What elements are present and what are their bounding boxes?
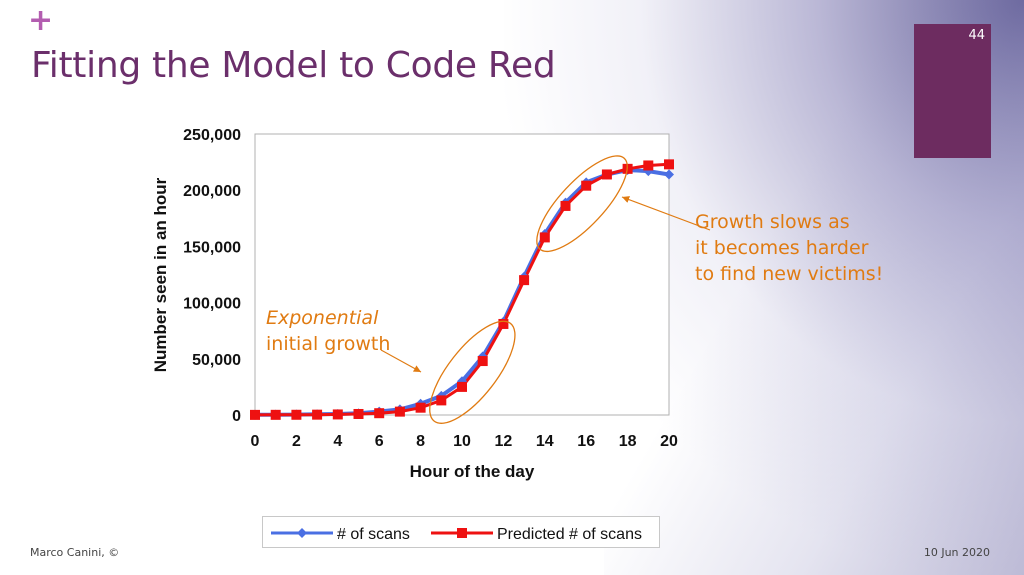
annotation-exponential: Exponential initial growth bbox=[266, 305, 390, 357]
annotation-line: Exponential bbox=[266, 307, 379, 329]
chart-legend: # of scans Predicted # of scans bbox=[262, 516, 660, 548]
annotation-arrow bbox=[380, 349, 422, 373]
x-tick-label: 0 bbox=[251, 433, 260, 450]
y-tick-label: 50,000 bbox=[192, 352, 241, 369]
x-tick-label: 10 bbox=[453, 433, 471, 450]
annotation-line: initial growth bbox=[266, 333, 391, 355]
highlight-ellipse bbox=[429, 320, 516, 424]
data-point bbox=[643, 160, 654, 171]
data-point bbox=[581, 180, 592, 191]
data-point bbox=[539, 232, 550, 243]
annotation-arrow bbox=[621, 196, 711, 231]
legend-swatch-marker bbox=[457, 528, 467, 538]
data-point bbox=[601, 169, 612, 180]
data-point bbox=[291, 409, 302, 420]
legend-swatch-marker bbox=[297, 528, 307, 538]
data-point bbox=[332, 409, 343, 420]
highlight-ellipse bbox=[536, 155, 628, 253]
y-tick-label: 250,000 bbox=[183, 127, 241, 144]
x-tick-label: 8 bbox=[416, 433, 425, 450]
y-tick-label: 150,000 bbox=[183, 239, 241, 256]
data-point bbox=[374, 408, 385, 419]
y-axis-label: Number seen in an hour bbox=[151, 177, 170, 372]
x-tick-label: 6 bbox=[375, 433, 384, 450]
annotation-line: to find new victims! bbox=[695, 263, 884, 285]
data-point bbox=[312, 409, 323, 420]
plot-area bbox=[254, 133, 670, 416]
data-point bbox=[560, 200, 571, 211]
data-point bbox=[394, 406, 405, 417]
x-tick-label: 18 bbox=[619, 433, 637, 450]
legend-label: # of scans bbox=[337, 526, 410, 543]
data-point bbox=[415, 402, 426, 413]
data-point bbox=[436, 395, 447, 406]
y-tick-label: 200,000 bbox=[183, 183, 241, 200]
slide-title: Fitting the Model to Code Red bbox=[31, 45, 556, 86]
data-point bbox=[664, 159, 674, 170]
data-point bbox=[498, 318, 509, 329]
footer-date: 10 Jun 2020 bbox=[923, 546, 990, 559]
data-point bbox=[477, 356, 488, 367]
data-point bbox=[270, 409, 281, 420]
x-tick-label: 12 bbox=[495, 433, 513, 450]
data-point bbox=[457, 381, 467, 392]
slide-number-box: 44 bbox=[914, 24, 991, 158]
plus-icon: + bbox=[28, 3, 54, 38]
legend-label: Predicted # of scans bbox=[497, 526, 642, 543]
annotation-line: Growth slows as bbox=[695, 211, 850, 233]
data-point bbox=[664, 169, 674, 180]
slide-number: 44 bbox=[968, 28, 985, 43]
data-point bbox=[353, 408, 364, 419]
x-axis-label: Hour of the day bbox=[410, 462, 535, 481]
data-point bbox=[519, 275, 530, 286]
data-point bbox=[250, 409, 260, 420]
annotation-line: it becomes harder bbox=[695, 237, 869, 259]
y-tick-label: 100,000 bbox=[183, 296, 241, 313]
x-tick-label: 14 bbox=[536, 433, 554, 450]
x-tick-label: 20 bbox=[660, 433, 678, 450]
y-tick-label: 0 bbox=[232, 408, 241, 425]
annotation-growth-slows: Growth slows as it becomes harder to fin… bbox=[695, 209, 883, 287]
x-tick-label: 2 bbox=[292, 433, 301, 450]
footer-author: Marco Canini, © bbox=[30, 546, 120, 559]
legend-svg: # of scans Predicted # of scans bbox=[271, 526, 642, 543]
x-tick-label: 16 bbox=[577, 433, 595, 450]
x-tick-label: 4 bbox=[333, 433, 342, 450]
